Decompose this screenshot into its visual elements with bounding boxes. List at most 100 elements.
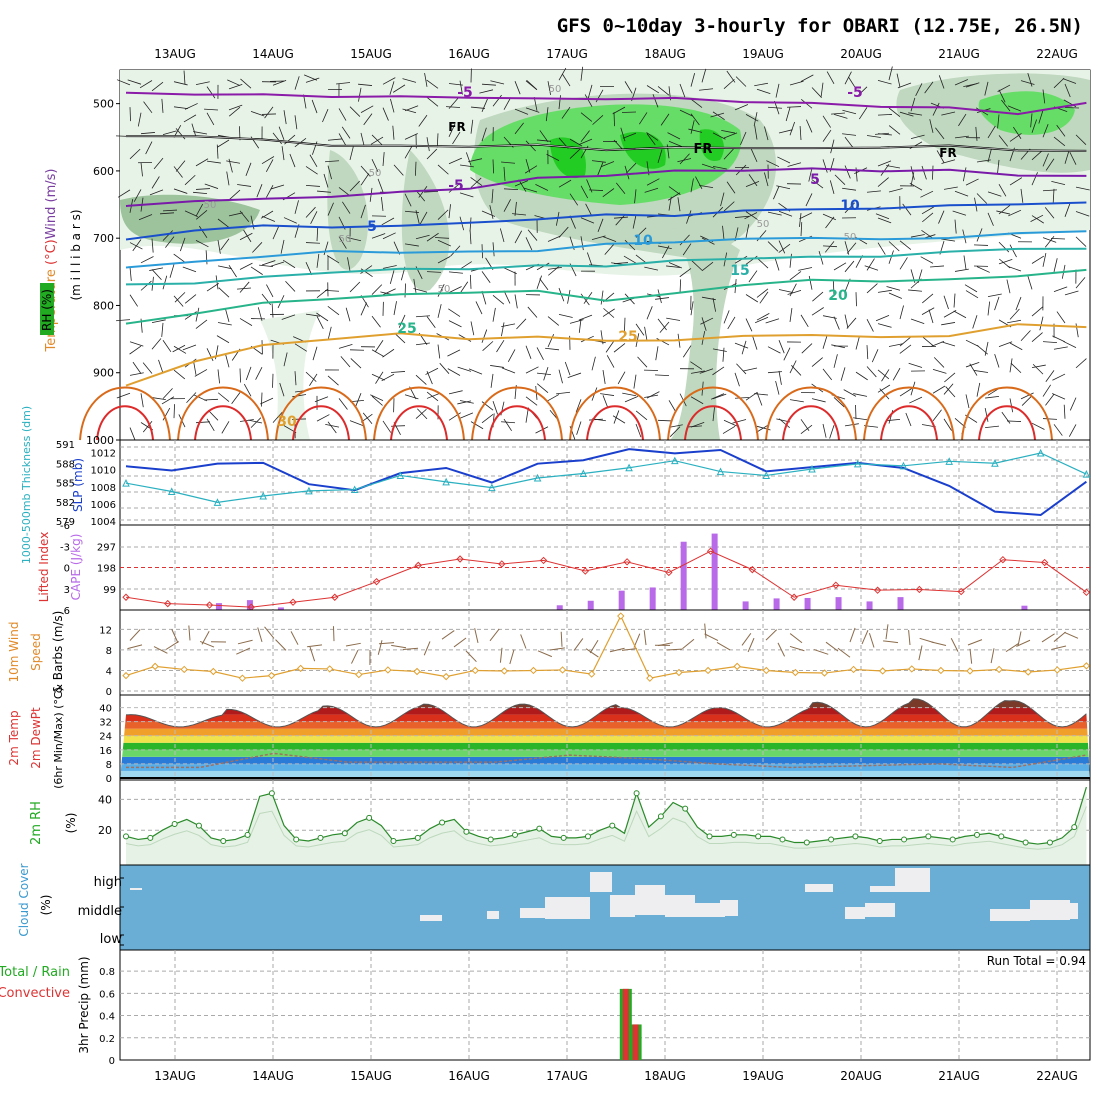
cape-bar bbox=[836, 597, 842, 610]
top-date-label: 15AUG bbox=[350, 47, 392, 61]
rh-marker bbox=[683, 806, 688, 811]
rh-marker bbox=[585, 834, 590, 839]
wind-tick-label: 12 bbox=[99, 625, 112, 636]
wind-barb bbox=[856, 292, 857, 306]
bottom-date-label: 17AUG bbox=[546, 1069, 588, 1083]
wind-barb bbox=[932, 166, 933, 180]
wind10m-barb bbox=[333, 626, 334, 641]
cape-bar bbox=[681, 542, 687, 610]
rh-marker bbox=[756, 834, 761, 839]
pressure-tick-label: 600 bbox=[93, 165, 114, 178]
precip-convective-bar bbox=[623, 989, 629, 1060]
precip-frame bbox=[120, 950, 1090, 1060]
temp-tick-label: 32 bbox=[99, 718, 112, 729]
temp-band bbox=[120, 764, 1090, 771]
rh-marker bbox=[440, 820, 445, 825]
label-wind: Wind (m/s) bbox=[44, 169, 59, 240]
rh-marker bbox=[610, 823, 615, 828]
cloud-level-high: high bbox=[94, 875, 122, 890]
cape-bar bbox=[557, 605, 563, 610]
wind-barb bbox=[240, 368, 241, 382]
top-date-label: 17AUG bbox=[546, 47, 588, 61]
top-date-label: 19AUG bbox=[742, 47, 784, 61]
label-lifted-index: Lifted Index bbox=[37, 532, 51, 603]
rh-tick-label: 40 bbox=[98, 793, 112, 806]
rh-marker bbox=[658, 814, 663, 819]
cape-bar bbox=[650, 587, 656, 610]
rh-marker bbox=[780, 837, 785, 842]
temp-tick-label: 0 bbox=[106, 774, 112, 785]
rh-marker bbox=[124, 834, 129, 839]
bottom-date-label: 16AUG bbox=[448, 1069, 490, 1083]
isotherm-label: 20 bbox=[828, 288, 848, 304]
cloud-block bbox=[1065, 903, 1078, 919]
cloud-block bbox=[865, 903, 895, 917]
cloud-block bbox=[420, 915, 442, 921]
rh-marker bbox=[731, 832, 736, 837]
rh-marker bbox=[318, 835, 323, 840]
rh-marker bbox=[245, 832, 250, 837]
rh-marker bbox=[561, 835, 566, 840]
li-tick-label: -6 bbox=[60, 521, 70, 532]
cape-bar bbox=[712, 534, 718, 610]
wind-tick-label: 0 bbox=[106, 687, 112, 698]
cloud-block bbox=[545, 897, 590, 919]
precip-convective-bar bbox=[633, 1024, 639, 1060]
isotherm-label: 15 bbox=[730, 263, 749, 279]
label-rh: RH (%) bbox=[40, 289, 54, 331]
rh-marker bbox=[999, 834, 1004, 839]
temp-band bbox=[120, 757, 1090, 764]
rh-marker bbox=[367, 815, 372, 820]
isotherm-label: -5 bbox=[448, 178, 464, 194]
label-cape: CAPE (J/kg) bbox=[69, 534, 83, 601]
bottom-date-label: 19AUG bbox=[742, 1069, 784, 1083]
top-date-label: 22AUG bbox=[1036, 47, 1078, 61]
rh-marker bbox=[707, 834, 712, 839]
isotherm-label: 30 bbox=[277, 414, 297, 430]
cape-bar bbox=[619, 591, 625, 610]
cloud-block bbox=[635, 885, 665, 915]
label-2m-rh: 2m RH bbox=[29, 801, 44, 845]
temp-band bbox=[120, 736, 1090, 743]
rh-marker bbox=[1072, 825, 1077, 830]
isotherm-label: 10 bbox=[633, 233, 653, 249]
isotherm-label: -5 bbox=[847, 85, 863, 101]
cloud-block bbox=[1030, 900, 1070, 920]
cloud-block bbox=[895, 868, 930, 890]
temp-band bbox=[120, 750, 1090, 757]
label-convective: Convective bbox=[0, 986, 70, 1001]
label-minmax: (6hr Min/Max) (°C) bbox=[52, 687, 65, 789]
cape-tick-label: 297 bbox=[97, 542, 116, 553]
slp-tick-label: 1004 bbox=[91, 517, 116, 528]
precip-tick-label: 0.2 bbox=[99, 1034, 115, 1045]
temp-band bbox=[120, 771, 1090, 778]
label-thickness: 1000-500mb Thickness (dm) bbox=[20, 406, 33, 564]
pressure-tick-label: 700 bbox=[93, 232, 114, 245]
label-2m-temp: 2m Temp bbox=[7, 710, 21, 765]
cloud-level-middle: middle bbox=[78, 904, 122, 919]
thickness-tick-label: 591 bbox=[56, 440, 75, 451]
wind-tick-label: 4 bbox=[106, 666, 112, 677]
label-millibars: (m i l l i b a r s) bbox=[69, 209, 83, 300]
rh-marker bbox=[196, 823, 201, 828]
cape-bar bbox=[867, 601, 873, 610]
rh-marker bbox=[464, 829, 469, 834]
wind-barb bbox=[614, 112, 615, 126]
rh-marker bbox=[513, 832, 518, 837]
top-date-label: 21AUG bbox=[938, 47, 980, 61]
wind-barb bbox=[974, 245, 988, 246]
thickness-slp-frame bbox=[120, 440, 1090, 525]
label-cloud-cover: Cloud Cover bbox=[17, 863, 31, 936]
cloud-block bbox=[590, 872, 612, 892]
rh-contour-label: 50 bbox=[369, 168, 382, 179]
rh-contour-label: 50 bbox=[204, 200, 217, 211]
pressure-tick-label: 800 bbox=[93, 299, 114, 312]
cloud-block bbox=[720, 900, 738, 916]
rh-marker bbox=[1047, 840, 1052, 845]
